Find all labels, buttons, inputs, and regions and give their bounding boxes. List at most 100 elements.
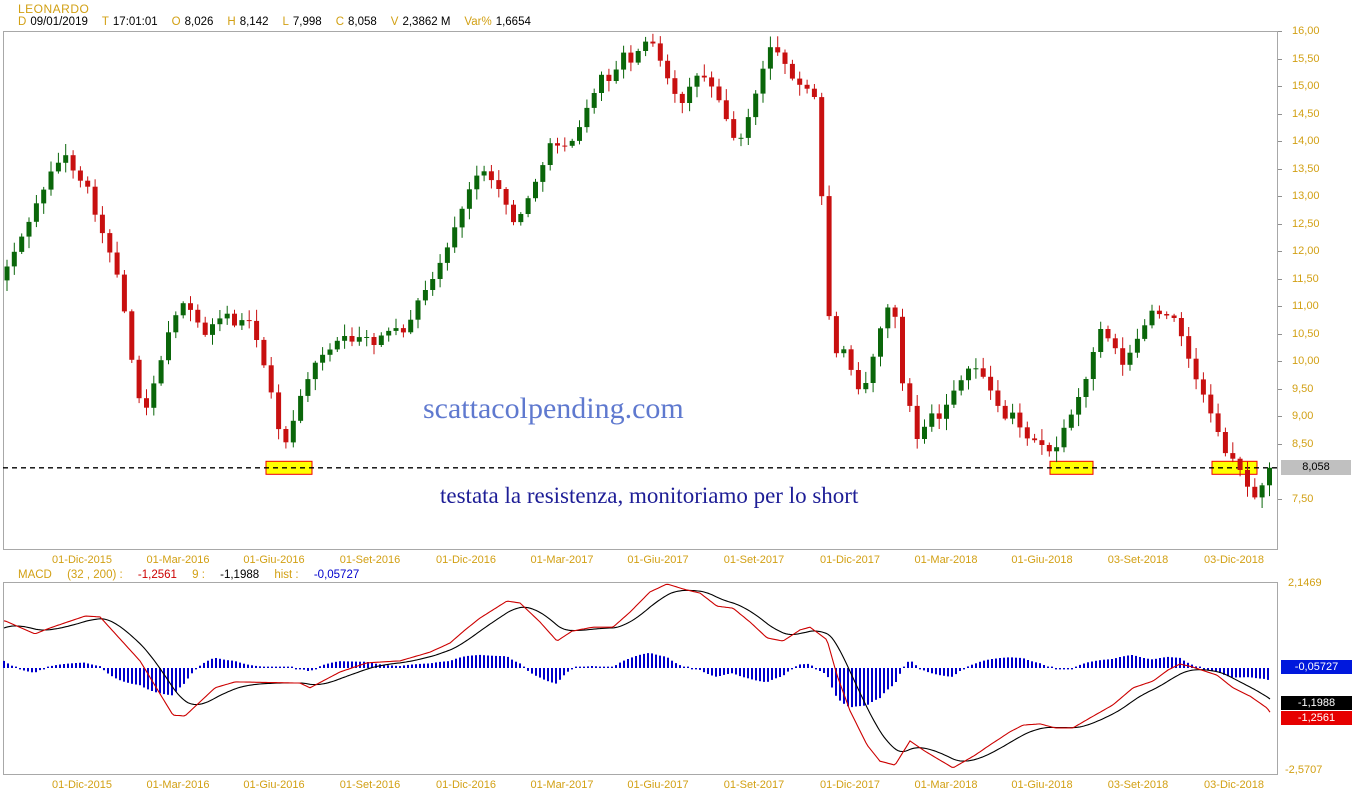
axis-tickmark <box>1278 223 1282 225</box>
resistance-highlight-box <box>265 460 313 475</box>
axis-tickmark <box>1278 498 1282 500</box>
axis-tickmark <box>1278 251 1282 252</box>
quote-field-key: L <box>282 16 289 28</box>
date-label: 01-Mar-2017 <box>530 779 594 791</box>
axis-tickmark <box>1278 31 1282 32</box>
macd-signal-label: 9 : <box>192 569 205 581</box>
axis-tickmark <box>1278 306 1282 307</box>
quote-field-key: D <box>18 16 27 28</box>
watermark: scattacolpending.com <box>423 392 684 425</box>
macd-header: MACD (32 , 200) : -1,2561 9 : -1,1988 hi… <box>18 569 371 581</box>
quote-field-value: 8,026 <box>184 16 214 28</box>
date-label: 01-Mar-2018 <box>914 554 978 566</box>
quote-field-value: 7,998 <box>292 16 322 28</box>
quote-field-key: T <box>101 16 109 28</box>
price-axis-tick: 10,00 <box>1292 355 1320 367</box>
price-axis-tick: 15,00 <box>1292 80 1320 92</box>
axis-tickmark <box>1278 278 1282 280</box>
date-label: 03-Dic-2018 <box>1204 779 1264 791</box>
price-axis-tick: 12,50 <box>1292 217 1320 230</box>
date-label: 01-Mar-2016 <box>146 554 210 566</box>
axis-tickmark <box>1278 86 1282 87</box>
price-axis-tick: 14,00 <box>1292 135 1320 147</box>
date-label: 01-Dic-2015 <box>52 554 112 566</box>
quote-field-key: V <box>390 16 399 28</box>
macd-chart[interactable] <box>3 582 1278 775</box>
date-label: 01-Mar-2017 <box>530 554 594 566</box>
macd-label: MACD <box>18 569 52 581</box>
price-axis-tick: 7,50 <box>1292 492 1314 505</box>
date-label: 01-Giu-2016 <box>243 779 305 791</box>
date-label: 01-Giu-2017 <box>627 554 689 566</box>
date-label: 01-Set-2016 <box>339 779 401 791</box>
quote-field-key: C <box>335 16 344 28</box>
axis-tickmark <box>1278 388 1282 390</box>
axis-tickmark <box>1278 168 1282 170</box>
axis-tickmark <box>1278 443 1282 445</box>
date-label: 01-Dic-2017 <box>820 779 880 791</box>
price-axis-tick: 16,00 <box>1292 25 1320 37</box>
macd-zero-value-box: -0,05727 <box>1281 660 1352 674</box>
date-label: 01-Dic-2016 <box>436 554 496 566</box>
macd-params: (32 , 200) : <box>67 569 123 581</box>
date-label: 01-Set-2017 <box>723 554 785 566</box>
macd-value: -1,2561 <box>137 569 177 581</box>
price-axis-tick: 14,50 <box>1292 107 1320 120</box>
macd-top-label: 2,1469 <box>1288 577 1322 589</box>
date-label: 01-Giu-2018 <box>1011 554 1073 566</box>
price-axis-tick: 13,00 <box>1292 190 1320 202</box>
date-label: 01-Dic-2016 <box>436 779 496 791</box>
axis-tickmark <box>1278 196 1282 197</box>
quote-field-value: 09/01/2019 <box>30 16 88 28</box>
macd-signal-value-box: -1,1988 <box>1281 696 1352 710</box>
axis-tickmark <box>1278 58 1282 60</box>
date-label: 03-Dic-2018 <box>1204 554 1264 566</box>
date-label: 03-Set-2018 <box>1107 779 1169 791</box>
axis-tickmark <box>1278 113 1282 115</box>
last-price-box: 8,058 <box>1281 459 1351 475</box>
axis-tickmark <box>1278 416 1282 417</box>
axis-tickmark <box>1278 361 1282 362</box>
price-axis-tick: 11,00 <box>1292 300 1319 312</box>
macd-value-box: -1,2561 <box>1281 711 1352 725</box>
macd-hist-value: -0,05727 <box>313 569 360 581</box>
quote-field-value: 8,058 <box>348 16 377 28</box>
date-label: 03-Set-2018 <box>1107 554 1169 566</box>
axis-tickmark <box>1278 141 1282 142</box>
quote-field-value: 8,142 <box>239 16 269 28</box>
date-label: 01-Dic-2015 <box>52 779 112 791</box>
quote-field-value: 1,6654 <box>495 16 531 28</box>
price-axis-tick: 9,00 <box>1292 410 1314 422</box>
ticker-name: LEONARDO <box>18 2 90 16</box>
quote-field-value: 2,3862 M <box>402 16 451 28</box>
price-axis-tick: 12,00 <box>1292 245 1320 257</box>
annotation-text: testata la resistenza, monitoriamo per l… <box>440 483 859 508</box>
date-label: 01-Set-2016 <box>339 554 401 566</box>
axis-tickmark <box>1278 333 1282 335</box>
quote-field-key: O <box>171 16 181 28</box>
price-axis-tick: 11,50 <box>1292 272 1319 285</box>
macd-hist-label: hist : <box>274 569 299 581</box>
date-label: 01-Mar-2016 <box>146 779 210 791</box>
price-axis-tick: 13,50 <box>1292 162 1320 175</box>
macd-signal-value: -1,1988 <box>220 569 260 581</box>
date-label: 01-Giu-2016 <box>243 554 305 566</box>
candlestick-chart[interactable] <box>3 31 1278 550</box>
date-label: 01-Dic-2017 <box>820 554 880 566</box>
price-axis-tick: 8,50 <box>1292 437 1314 450</box>
price-axis-tick: 10,50 <box>1292 327 1320 340</box>
quote-line: D 09/01/2019 T 17:01:01 O 8,026 H 8,142 L 7,998 C 8… <box>18 16 545 28</box>
quote-field-value: 17:01:01 <box>112 16 158 28</box>
date-label: 01-Giu-2017 <box>627 779 689 791</box>
macd-signal-line <box>3 589 1271 762</box>
date-label: 01-Giu-2018 <box>1011 779 1073 791</box>
price-axis-tick: 15,50 <box>1292 52 1320 65</box>
quote-field-key: H <box>227 16 236 28</box>
date-label: 01-Set-2017 <box>723 779 785 791</box>
macd-line <box>3 583 1271 768</box>
price-axis-tick: 9,50 <box>1292 382 1314 395</box>
macd-bottom-label: -2,5707 <box>1285 764 1323 776</box>
date-label: 01-Mar-2018 <box>914 779 978 791</box>
quote-field-key: Var% <box>464 16 492 28</box>
